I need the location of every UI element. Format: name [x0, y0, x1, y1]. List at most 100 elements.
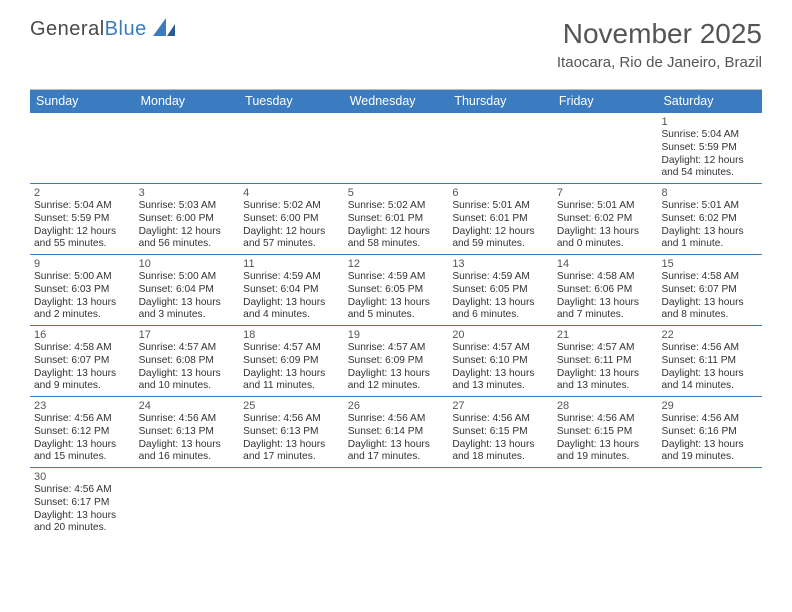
sunrise-line: Sunrise: 4:59 AM [243, 271, 340, 284]
day-cell: 27Sunrise: 4:56 AMSunset: 6:15 PMDayligh… [448, 397, 553, 467]
sunrise-line: Sunrise: 5:02 AM [243, 200, 340, 213]
day-cell: 7Sunrise: 5:01 AMSunset: 6:02 PMDaylight… [553, 184, 658, 254]
day-cell: 8Sunrise: 5:01 AMSunset: 6:02 PMDaylight… [657, 184, 762, 254]
day-cell: 13Sunrise: 4:59 AMSunset: 6:05 PMDayligh… [448, 255, 553, 325]
day-cell: 4Sunrise: 5:02 AMSunset: 6:00 PMDaylight… [239, 184, 344, 254]
day-number: 22 [661, 329, 758, 341]
day-number: 16 [34, 329, 131, 341]
day-cell [344, 468, 449, 538]
daylight-line: Daylight: 13 hours and 5 minutes. [348, 297, 445, 323]
day-cell: 23Sunrise: 4:56 AMSunset: 6:12 PMDayligh… [30, 397, 135, 467]
sunrise-line: Sunrise: 5:01 AM [661, 200, 758, 213]
day-number: 21 [557, 329, 654, 341]
sunrise-line: Sunrise: 4:56 AM [661, 342, 758, 355]
week-row: 9Sunrise: 5:00 AMSunset: 6:03 PMDaylight… [30, 255, 762, 326]
day-number: 23 [34, 400, 131, 412]
daylight-line: Daylight: 12 hours and 57 minutes. [243, 226, 340, 252]
day-number: 10 [139, 258, 236, 270]
sunset-line: Sunset: 6:15 PM [557, 426, 654, 439]
daylight-line: Daylight: 13 hours and 13 minutes. [557, 368, 654, 394]
sail-icon [153, 18, 175, 36]
sunset-line: Sunset: 6:03 PM [34, 284, 131, 297]
day-number: 11 [243, 258, 340, 270]
sunrise-line: Sunrise: 5:01 AM [452, 200, 549, 213]
sunset-line: Sunset: 6:11 PM [557, 355, 654, 368]
day-cell: 25Sunrise: 4:56 AMSunset: 6:13 PMDayligh… [239, 397, 344, 467]
daylight-line: Daylight: 13 hours and 2 minutes. [34, 297, 131, 323]
day-cell: 22Sunrise: 4:56 AMSunset: 6:11 PMDayligh… [657, 326, 762, 396]
logo-word-blue: Blue [105, 18, 147, 40]
sunset-line: Sunset: 6:12 PM [34, 426, 131, 439]
day-number: 27 [452, 400, 549, 412]
logo: GeneralBlue [30, 18, 175, 41]
sunset-line: Sunset: 6:00 PM [139, 213, 236, 226]
daylight-line: Daylight: 13 hours and 8 minutes. [661, 297, 758, 323]
sunrise-line: Sunrise: 4:58 AM [661, 271, 758, 284]
day-cell: 3Sunrise: 5:03 AMSunset: 6:00 PMDaylight… [135, 184, 240, 254]
sunset-line: Sunset: 6:04 PM [139, 284, 236, 297]
sunrise-line: Sunrise: 4:58 AM [557, 271, 654, 284]
day-cell: 1Sunrise: 5:04 AMSunset: 5:59 PMDaylight… [657, 113, 762, 183]
day-number: 1 [661, 116, 758, 128]
sunrise-line: Sunrise: 4:56 AM [557, 413, 654, 426]
week-row: 1Sunrise: 5:04 AMSunset: 5:59 PMDaylight… [30, 113, 762, 184]
sunrise-line: Sunrise: 5:01 AM [557, 200, 654, 213]
daylight-line: Daylight: 13 hours and 3 minutes. [139, 297, 236, 323]
sunset-line: Sunset: 6:07 PM [661, 284, 758, 297]
day-cell: 28Sunrise: 4:56 AMSunset: 6:15 PMDayligh… [553, 397, 658, 467]
day-cell [448, 113, 553, 183]
location-text: Itaocara, Rio de Janeiro, Brazil [557, 54, 762, 71]
day-cell: 11Sunrise: 4:59 AMSunset: 6:04 PMDayligh… [239, 255, 344, 325]
sunset-line: Sunset: 6:00 PM [243, 213, 340, 226]
sunset-line: Sunset: 6:10 PM [452, 355, 549, 368]
day-cell [135, 113, 240, 183]
day-cell [344, 113, 449, 183]
day-header-row: Sunday Monday Tuesday Wednesday Thursday… [30, 90, 762, 113]
sunset-line: Sunset: 6:02 PM [557, 213, 654, 226]
sunrise-line: Sunrise: 4:57 AM [243, 342, 340, 355]
day-header-cell: Saturday [657, 90, 762, 113]
sunrise-line: Sunrise: 4:56 AM [243, 413, 340, 426]
day-number: 7 [557, 187, 654, 199]
sunset-line: Sunset: 6:07 PM [34, 355, 131, 368]
sunrise-line: Sunrise: 4:57 AM [348, 342, 445, 355]
sunrise-line: Sunrise: 4:56 AM [348, 413, 445, 426]
day-number: 2 [34, 187, 131, 199]
day-number: 26 [348, 400, 445, 412]
daylight-line: Daylight: 13 hours and 20 minutes. [34, 510, 131, 536]
daylight-line: Daylight: 13 hours and 19 minutes. [557, 439, 654, 465]
day-number: 24 [139, 400, 236, 412]
sunset-line: Sunset: 6:14 PM [348, 426, 445, 439]
day-number: 20 [452, 329, 549, 341]
daylight-line: Daylight: 13 hours and 1 minute. [661, 226, 758, 252]
sunrise-line: Sunrise: 4:56 AM [661, 413, 758, 426]
sunset-line: Sunset: 6:09 PM [348, 355, 445, 368]
week-row: 16Sunrise: 4:58 AMSunset: 6:07 PMDayligh… [30, 326, 762, 397]
sunrise-line: Sunrise: 5:00 AM [34, 271, 131, 284]
sunset-line: Sunset: 6:02 PM [661, 213, 758, 226]
sunset-line: Sunset: 6:17 PM [34, 497, 131, 510]
sunrise-line: Sunrise: 5:04 AM [661, 129, 758, 142]
daylight-line: Daylight: 13 hours and 6 minutes. [452, 297, 549, 323]
daylight-line: Daylight: 13 hours and 17 minutes. [243, 439, 340, 465]
day-cell [135, 468, 240, 538]
sunset-line: Sunset: 5:59 PM [34, 213, 131, 226]
day-number: 25 [243, 400, 340, 412]
sunset-line: Sunset: 6:15 PM [452, 426, 549, 439]
daylight-line: Daylight: 13 hours and 17 minutes. [348, 439, 445, 465]
calendar: Sunday Monday Tuesday Wednesday Thursday… [30, 89, 762, 538]
page-header: GeneralBlue November 2025 Itaocara, Rio … [0, 0, 792, 81]
day-header-cell: Wednesday [344, 90, 449, 113]
sunrise-line: Sunrise: 4:57 AM [452, 342, 549, 355]
daylight-line: Daylight: 13 hours and 7 minutes. [557, 297, 654, 323]
sunrise-line: Sunrise: 4:59 AM [452, 271, 549, 284]
day-cell [30, 113, 135, 183]
sunset-line: Sunset: 6:13 PM [243, 426, 340, 439]
day-number: 17 [139, 329, 236, 341]
day-number: 3 [139, 187, 236, 199]
day-cell: 17Sunrise: 4:57 AMSunset: 6:08 PMDayligh… [135, 326, 240, 396]
sunset-line: Sunset: 6:16 PM [661, 426, 758, 439]
sunset-line: Sunset: 6:05 PM [348, 284, 445, 297]
sunrise-line: Sunrise: 4:56 AM [139, 413, 236, 426]
daylight-line: Daylight: 12 hours and 55 minutes. [34, 226, 131, 252]
